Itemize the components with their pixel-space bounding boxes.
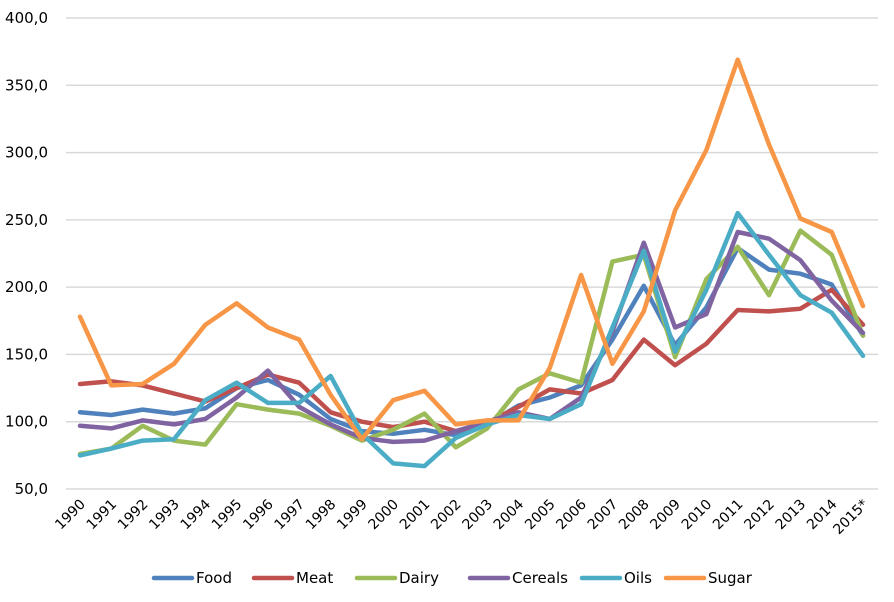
legend: Food Meat Dairy Cereals Oils Sugar <box>151 569 753 587</box>
y-axis-ticks: 50,0 100,0 150,0 200,0 250,0 300,0 350,0 400,0 <box>5 9 48 498</box>
legend-label-oils: Oils <box>624 569 652 587</box>
series-line-sugar <box>77 57 866 442</box>
x-tick-label: 1992 <box>115 497 152 534</box>
legend-label-sugar: Sugar <box>708 569 753 587</box>
y-tick-label: 150,0 <box>5 345 48 363</box>
y-tick-label: 300,0 <box>5 144 48 162</box>
x-tick-label: 1997 <box>272 497 309 534</box>
x-tick-label: 1991 <box>84 497 121 534</box>
series-lines <box>77 57 866 469</box>
legend-label-food: Food <box>196 569 232 587</box>
gridlines <box>66 17 878 490</box>
series-line-dairy <box>77 228 866 457</box>
x-tick-label: 1996 <box>240 496 277 533</box>
x-tick-label: 2009 <box>647 497 684 534</box>
y-tick-label: 100,0 <box>5 413 48 431</box>
x-axis-ticks: 1990199119921993199419951996199719981999… <box>52 496 872 538</box>
x-tick-label: 2005 <box>522 497 559 534</box>
x-tick-label: 2008 <box>616 497 653 534</box>
x-tick-label: 2013 <box>773 497 810 534</box>
series-line-oils <box>77 210 866 469</box>
y-tick-label: 200,0 <box>5 278 48 296</box>
x-tick-label: 1995 <box>209 497 246 534</box>
x-tick-label: 2001 <box>397 497 434 534</box>
x-tick-label: 2000 <box>366 497 403 534</box>
x-tick-label: 2011 <box>710 497 747 534</box>
series-line-cereals <box>77 229 866 445</box>
x-tick-label: 1993 <box>146 497 183 534</box>
x-tick-label: 2010 <box>679 497 716 534</box>
x-tick-label: 1990 <box>52 497 89 534</box>
x-tick-label: 2006 <box>553 496 590 533</box>
x-tick-label: 2015* <box>830 497 871 538</box>
y-tick-label: 250,0 <box>5 211 48 229</box>
x-tick-label: 2012 <box>741 497 778 534</box>
x-tick-label: 1998 <box>303 497 340 534</box>
x-tick-label: 1994 <box>178 496 215 533</box>
legend-label-cereals: Cereals <box>512 569 568 587</box>
x-tick-label: 2002 <box>428 497 465 534</box>
x-tick-label: 2007 <box>585 497 622 534</box>
legend-label-meat: Meat <box>296 569 333 587</box>
x-tick-label: 2003 <box>459 497 496 534</box>
y-tick-label: 350,0 <box>5 76 48 94</box>
y-tick-label: 50,0 <box>15 480 48 498</box>
x-tick-label: 1999 <box>334 497 371 534</box>
x-tick-label: 2004 <box>491 496 528 533</box>
legend-label-dairy: Dairy <box>399 569 439 587</box>
y-tick-label: 400,0 <box>5 9 48 27</box>
